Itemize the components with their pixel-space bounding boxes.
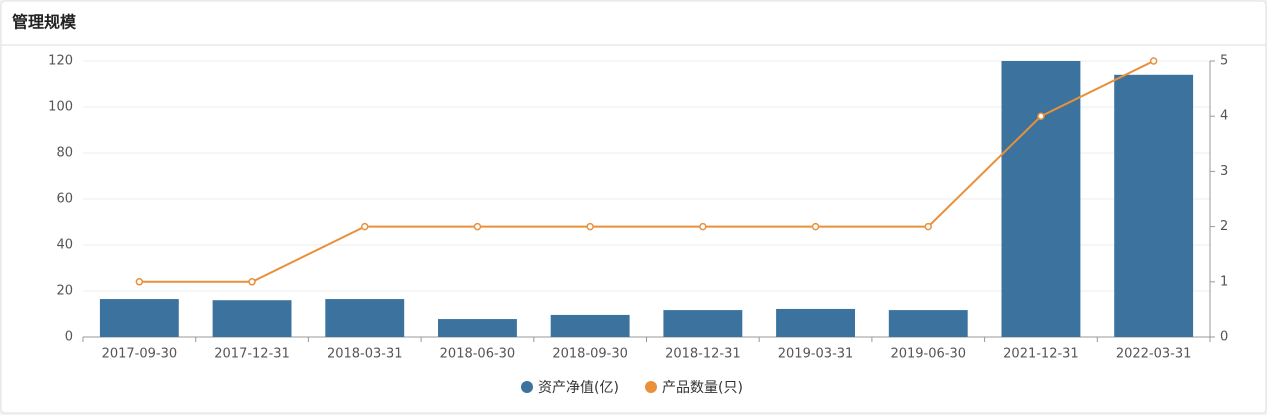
line-point <box>135 278 144 286</box>
y-tick-label: 120 <box>48 54 73 69</box>
x-tick-label: 2018-12-31 <box>665 347 741 362</box>
line-point <box>924 222 932 231</box>
bar <box>212 300 292 337</box>
line-point <box>361 222 369 231</box>
y-tick-label: 0 <box>65 330 73 345</box>
chart-title: 管理规模 <box>12 13 77 32</box>
bar <box>663 310 743 337</box>
legend-label: 产品数量(只) <box>662 380 743 396</box>
x-tick-label: 2019-03-31 <box>778 347 854 362</box>
y-tick-label: 60 <box>56 192 73 207</box>
y2-tick-label: 1 <box>1220 274 1228 289</box>
bar <box>438 319 517 337</box>
line-point <box>699 222 707 231</box>
x-tick-label: 2021-12-31 <box>1003 347 1079 362</box>
bar <box>888 310 968 337</box>
bar <box>325 299 405 337</box>
x-tick-label: 2018-06-30 <box>440 347 516 362</box>
bar <box>1001 61 1081 337</box>
line-point <box>248 278 256 286</box>
line-point <box>473 222 482 231</box>
x-tick-label: 2019-06-30 <box>890 347 966 362</box>
line-point <box>586 222 594 231</box>
y2-tick-label: 5 <box>1220 54 1228 69</box>
line-point <box>1149 57 1158 65</box>
y-tick-label: 100 <box>48 100 73 115</box>
legend-marker <box>645 381 657 393</box>
y-tick-label: 80 <box>56 146 73 161</box>
y2-tick-label: 3 <box>1220 164 1228 179</box>
bar <box>1114 74 1194 338</box>
bar <box>550 314 630 337</box>
line-point <box>811 222 820 231</box>
legend-marker <box>521 381 533 393</box>
x-tick-label: 2018-09-30 <box>552 347 628 362</box>
line <box>139 60 1155 283</box>
line-point <box>1037 112 1045 120</box>
y2-tick-label: 4 <box>1220 109 1228 124</box>
y-tick-label: 40 <box>56 238 73 253</box>
legend-label: 资产净值(亿) <box>538 380 619 396</box>
x-tick-label: 2017-09-30 <box>102 347 178 362</box>
bar <box>776 308 855 337</box>
x-tick-label: 2017-12-31 <box>214 347 290 362</box>
y2-tick-label: 2 <box>1220 219 1228 234</box>
y-tick-label: 20 <box>56 284 73 299</box>
bar <box>99 299 179 337</box>
x-tick-label: 2022-03-31 <box>1116 347 1192 362</box>
x-tick-label: 2018-03-31 <box>327 347 403 362</box>
y2-tick-label: 0 <box>1220 330 1228 345</box>
